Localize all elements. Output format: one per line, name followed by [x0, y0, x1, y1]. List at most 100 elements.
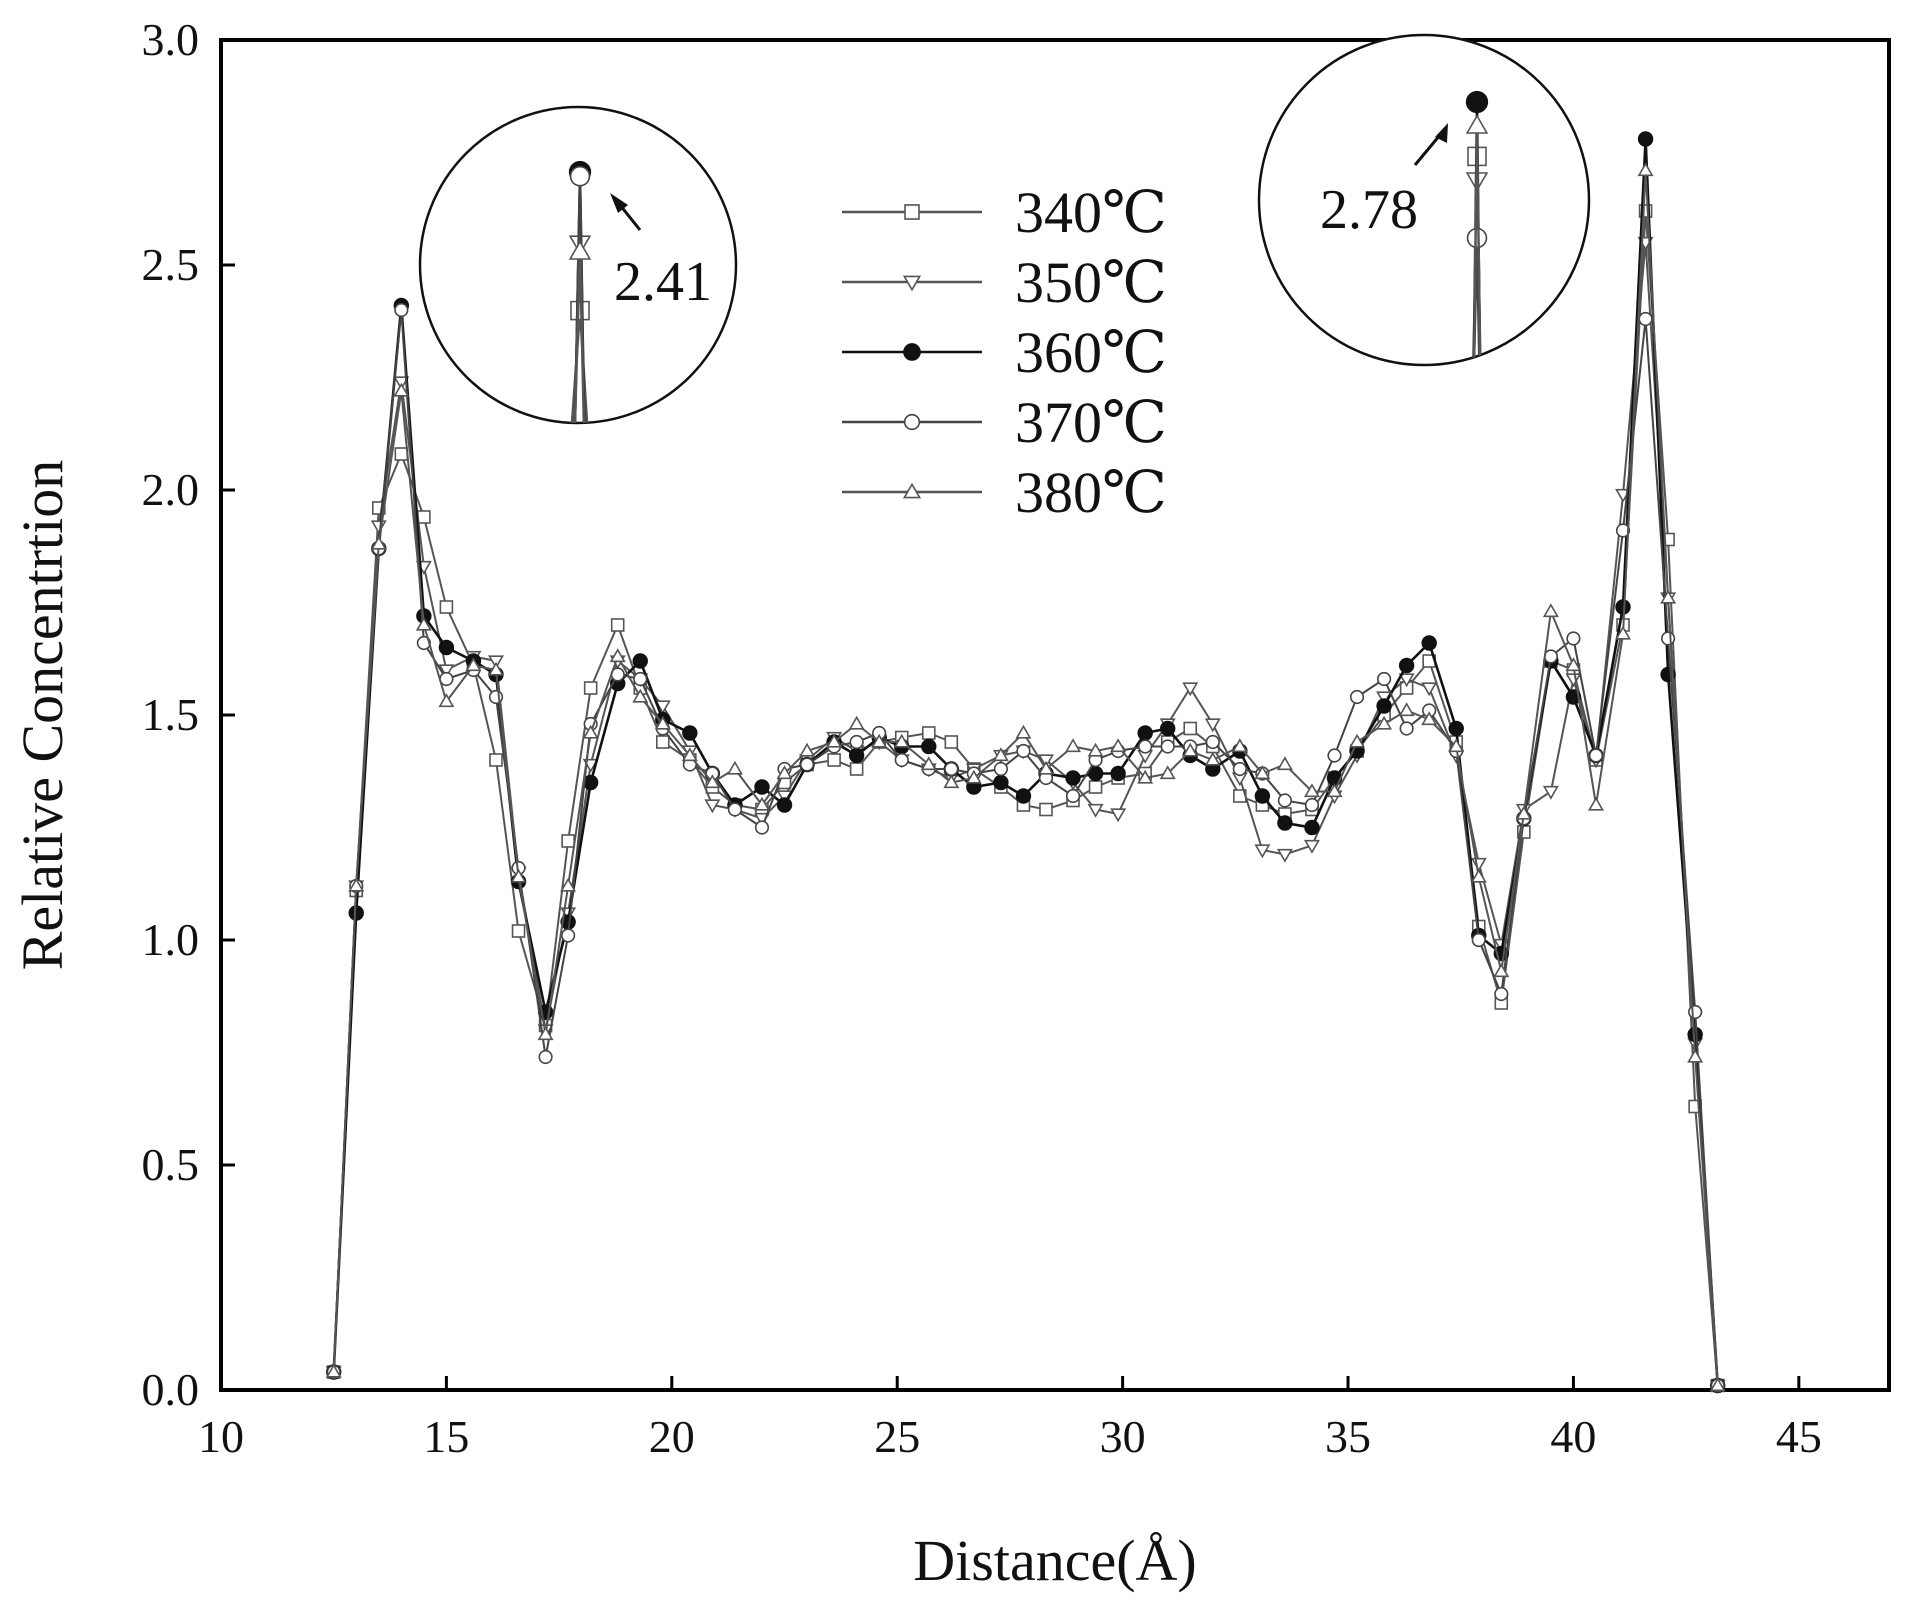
data-point — [560, 877, 577, 892]
x-tick-label: 20 — [649, 1411, 695, 1462]
data-point — [1277, 793, 1293, 808]
callout-arrowhead — [610, 193, 628, 213]
data-point — [348, 905, 364, 921]
data-point — [1398, 657, 1415, 674]
data-point — [1448, 720, 1464, 737]
series-layer — [325, 131, 1726, 1394]
y-tick-label: 2.5 — [142, 239, 200, 290]
data-point — [1542, 785, 1559, 800]
data-point — [704, 774, 721, 789]
data-point — [561, 834, 575, 848]
data-point — [1276, 756, 1293, 771]
data-point — [726, 760, 743, 775]
data-point — [488, 661, 504, 676]
data-point — [993, 774, 1009, 791]
data-point — [1376, 715, 1393, 730]
data-point — [920, 756, 937, 771]
data-point — [1687, 1048, 1704, 1063]
data-point — [799, 742, 816, 757]
data-point — [1349, 733, 1366, 748]
data-point — [921, 738, 937, 755]
data-point — [849, 762, 864, 776]
data-point — [1183, 721, 1198, 736]
data-point — [776, 765, 793, 780]
data-point — [1494, 986, 1509, 1002]
right-peak-callout: 2.78 — [1257, 33, 1591, 367]
data-point — [776, 797, 793, 813]
data-point — [1016, 743, 1031, 759]
data-point — [1254, 788, 1271, 804]
data-point — [1160, 739, 1175, 754]
y-tick-label: 1.0 — [142, 914, 200, 965]
data-point — [1448, 738, 1465, 753]
data-point — [370, 520, 387, 535]
data-point — [1015, 724, 1032, 739]
data-point — [438, 664, 455, 679]
data-point — [753, 796, 770, 811]
data-point — [1515, 805, 1532, 820]
data-point — [583, 681, 598, 695]
data-point — [1327, 748, 1342, 763]
data-point — [1470, 868, 1487, 883]
y-axis-ticks: 0.0 0.5 1.0 1.5 2.0 2.5 3.0 — [142, 14, 235, 1415]
x-tick-label: 40 — [1550, 1411, 1596, 1462]
data-point — [1615, 625, 1632, 640]
data-point — [1088, 780, 1103, 794]
data-point — [1421, 635, 1437, 651]
data-point — [511, 924, 526, 938]
data-point — [1254, 765, 1271, 780]
data-point — [1565, 657, 1582, 672]
data-point — [1376, 698, 1392, 714]
data-point — [1543, 649, 1558, 664]
data-point — [610, 618, 625, 632]
data-point — [1542, 603, 1559, 618]
data-point — [1205, 734, 1220, 750]
data-point — [1015, 788, 1032, 804]
data-point — [489, 753, 503, 767]
data-point — [632, 653, 648, 669]
data-point — [465, 657, 482, 672]
data-point — [394, 302, 409, 318]
data-point — [1637, 131, 1654, 147]
data-point — [754, 779, 770, 795]
data-point — [1304, 819, 1320, 836]
x-tick-label: 10 — [198, 1411, 244, 1462]
legend-marker — [903, 413, 921, 431]
data-point — [1065, 788, 1081, 804]
data-point — [1688, 1004, 1703, 1020]
data-point — [1709, 1377, 1726, 1392]
data-point — [1421, 682, 1438, 697]
legend-label: 380℃ — [1015, 460, 1167, 525]
data-point — [1137, 725, 1153, 741]
data-point — [633, 671, 648, 687]
data-point — [1276, 848, 1293, 863]
data-point — [1587, 796, 1604, 811]
data-point — [1065, 738, 1082, 753]
left-peak-callout: 2.41 — [418, 105, 738, 425]
data-point — [1110, 765, 1126, 782]
data-point — [538, 1049, 553, 1065]
x-tick-label: 30 — [1100, 1411, 1146, 1462]
data-point — [609, 648, 626, 663]
data-point — [438, 639, 455, 656]
data-point — [1182, 742, 1199, 757]
y-tick-label: 2.0 — [142, 464, 200, 515]
x-axis-title: Distance(Å) — [913, 1528, 1196, 1593]
data-point — [1588, 748, 1604, 763]
data-point — [848, 747, 865, 764]
legend-item: 350℃ — [842, 250, 1167, 315]
callout-value-right: 2.78 — [1320, 179, 1418, 241]
data-point — [1303, 783, 1320, 798]
data-point — [348, 877, 365, 892]
data-point — [1110, 738, 1127, 753]
data-point — [754, 820, 770, 835]
data-point — [1565, 673, 1582, 688]
data-point — [1471, 932, 1486, 948]
y-axis-title: Relative Concentrtion — [10, 460, 75, 971]
data-point — [1470, 857, 1487, 872]
data-point — [1204, 718, 1221, 733]
data-point — [1661, 631, 1676, 646]
zoom-peak-marker — [1465, 114, 1489, 134]
data-point — [561, 928, 576, 943]
